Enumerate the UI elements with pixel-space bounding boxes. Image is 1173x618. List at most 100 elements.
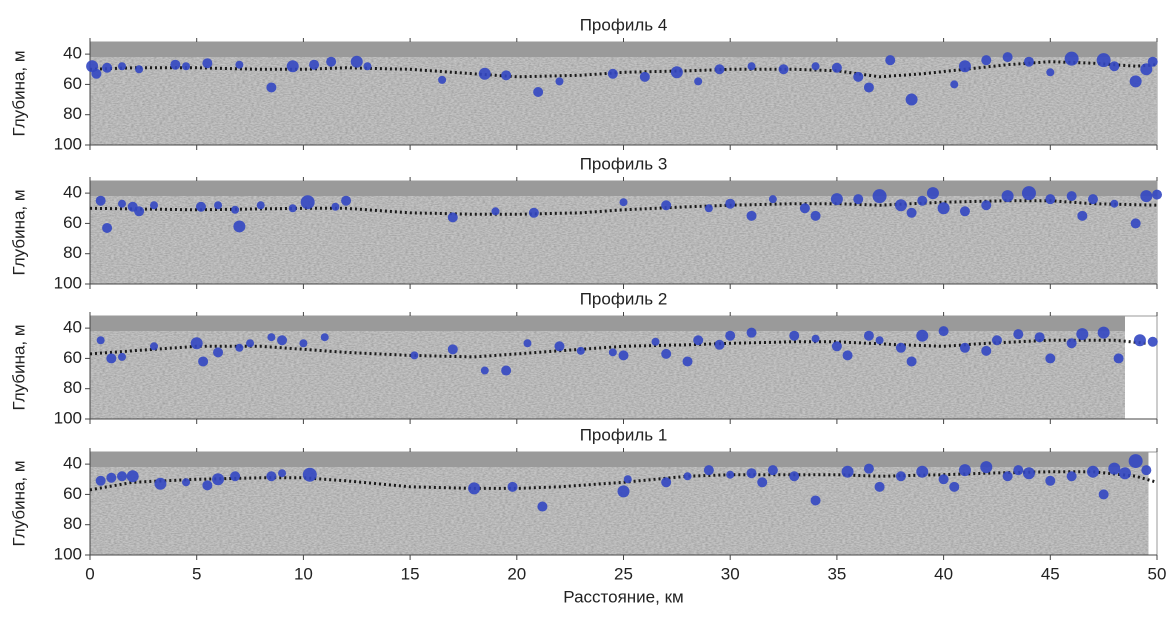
scatter-point [555,77,564,86]
scatter-point [778,64,789,75]
scatter-point [235,60,244,69]
scatter-point [810,210,821,221]
scatter-point [150,342,159,351]
scatter-point [480,366,489,375]
scatter-point [447,212,458,223]
scatter-point [190,337,203,350]
scatter-point [1152,189,1162,200]
scatter-point [246,339,255,348]
scatter-point [300,195,315,210]
scatter-point [789,471,800,482]
scatter-point [267,333,276,342]
scatter-point [1140,190,1153,203]
scatter-point [863,463,874,474]
scatter-point [491,207,500,216]
scatter-point [608,348,617,357]
scatter-point [1130,218,1141,229]
scatter-point [651,337,660,346]
scatter-point [256,201,265,210]
x-tick-label: 35 [827,564,846,583]
scatter-point [950,80,959,89]
panel-title: Профиль 2 [580,289,668,308]
scatter-point [1140,63,1153,76]
scatter-point [714,64,725,75]
scatter-point [213,347,224,358]
scatter-point [118,62,127,71]
seismic-texture [90,57,1157,146]
scatter-point [693,335,704,346]
scatter-point [1064,51,1079,66]
scatter-point [1002,52,1013,63]
scatter-point [810,495,821,506]
scatter-point [831,341,842,352]
scatter-point [916,329,929,342]
scatter-point [917,195,928,206]
scatter-point [331,202,340,211]
scatter-point [1013,465,1024,476]
seismic-texture [90,467,1149,555]
scatter-point [1022,467,1035,480]
scatter-point [288,204,297,213]
scatter-point [182,62,191,71]
x-tick-label: 15 [401,564,420,583]
scatter-point [576,346,585,355]
scatter-point [811,334,820,343]
panel: Профиль 4 Глубина, м 40 60 80 100 [9,15,1158,153]
y-tick-label: 80 [63,104,82,123]
y-axis-label: Глубина, м [9,460,28,546]
scatter-point [1045,475,1056,486]
scatter-point [746,210,757,221]
scatter-point [714,339,725,350]
scatter-point [906,356,917,367]
scatter-point [704,204,713,213]
scatter-point [363,62,372,71]
scatter-point [326,56,337,67]
scatter-point [725,198,736,209]
scatter-point [683,472,692,481]
scatter-point [905,93,918,106]
seismic-texture [90,331,1125,419]
scatter-point [1097,326,1110,339]
scatter-point [895,471,906,482]
scatter-point [703,465,714,476]
scatter-point [623,475,632,484]
scatter-point [1129,75,1142,88]
scatter-point [1096,53,1111,68]
scatter-point [694,77,703,86]
y-tick-label: 100 [54,273,82,292]
panel: Профиль 2 Глубина, м 40 60 80 100 [9,289,1158,427]
scatter-point [958,60,971,73]
scatter-point [468,482,481,495]
scatter-point [726,470,735,479]
scatter-point [746,327,757,338]
scatter-point [350,55,363,68]
scatter-point [235,343,244,352]
scatter-point [1066,338,1077,349]
scatter-point [1110,199,1119,208]
scatter-point [214,201,223,210]
scatter-point [341,195,352,206]
scatter-point [831,62,842,73]
scatter-point [895,342,906,353]
scatter-point [1076,328,1089,341]
scatter-point [938,474,949,485]
scatter-point [853,194,864,205]
scatter-point [231,205,240,214]
scatter-point [478,67,491,80]
scatter-point [830,193,843,206]
seismic-texture [90,196,1157,284]
scatter-point [617,485,630,498]
scatter-point [1013,329,1024,340]
y-tick-label: 80 [63,243,82,262]
scatter-point [1002,471,1013,482]
scatter-point [438,75,447,84]
y-tick-label: 100 [54,134,82,153]
scatter-point [320,333,329,342]
x-tick-label: 40 [934,564,953,583]
scatter-point [1086,465,1099,478]
scatter-point [926,187,939,200]
scatter-point [95,475,106,486]
scatter-point [277,335,288,346]
scatter-point [106,353,117,364]
scatter-point [528,207,539,218]
